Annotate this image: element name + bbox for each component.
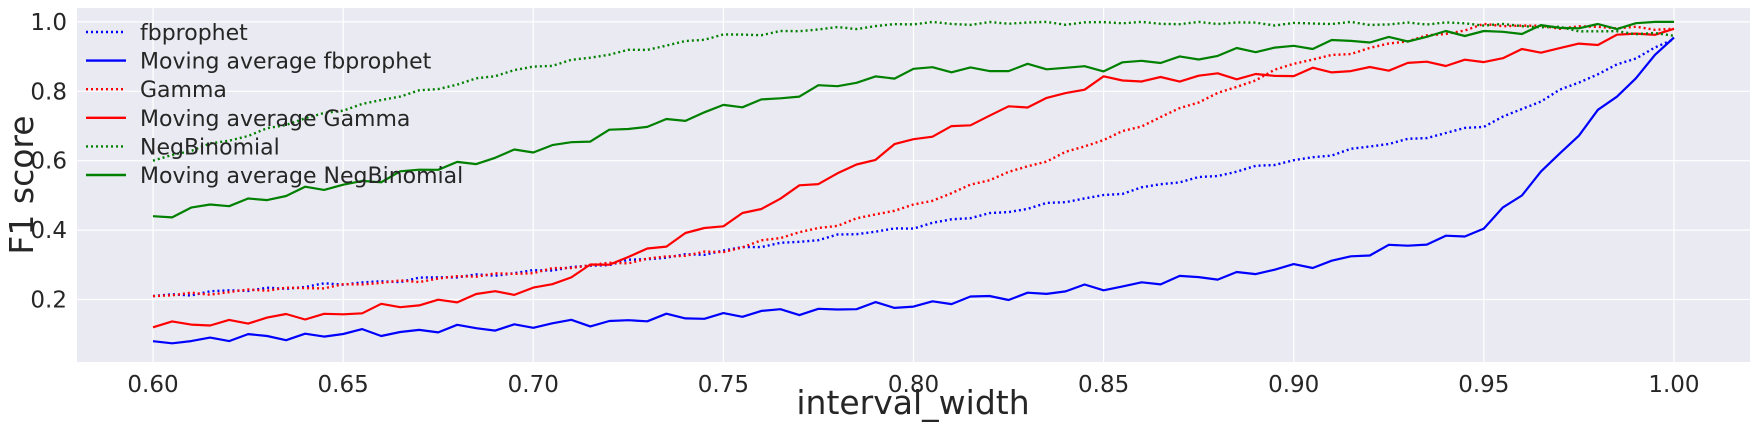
- legend-label: Gamma: [140, 78, 227, 103]
- legend-label: Moving average Gamma: [140, 107, 410, 132]
- x-tick-label: 0.90: [1268, 372, 1319, 398]
- legend-label: fbprophet: [140, 21, 248, 46]
- series-line: [152, 27, 1675, 329]
- series-line: [152, 22, 1675, 298]
- legend-label: Moving average fbprophet: [140, 50, 432, 75]
- grid: [77, 8, 1750, 362]
- y-tick-label: 0.2: [30, 288, 67, 314]
- x-tick-labels: 0.60 0.65 0.70 0.75 0.80 0.85 0.90 0.95 1.00: [127, 372, 1699, 398]
- x-tick-label: 0.65: [318, 372, 369, 398]
- x-tick-label: 1.00: [1648, 372, 1699, 398]
- x-tick-label: 0.70: [508, 372, 559, 398]
- x-tick-label: 0.75: [698, 372, 749, 398]
- legend-label: NegBinomial: [140, 135, 280, 160]
- x-tick-label: 0.95: [1458, 372, 1509, 398]
- y-axis-title: F1 score: [2, 115, 41, 254]
- legend: fbprophet Moving average fbprophet Gamma Mo…: [86, 21, 463, 189]
- x-tick-label: 0.80: [888, 372, 939, 398]
- x-axis-title: interval_width: [796, 383, 1029, 422]
- legend-label: Moving average NegBinomial: [140, 164, 463, 189]
- x-tick-label: 0.85: [1078, 372, 1129, 398]
- y-tick-labels: 0.2 0.4 0.6 0.8 1.0: [30, 10, 67, 314]
- series-line: [152, 36, 1675, 345]
- series-layer: [152, 20, 1675, 345]
- x-tick-label: 0.60: [127, 372, 178, 398]
- y-tick-label: 0.4: [30, 218, 67, 244]
- y-tick-label: 1.0: [30, 10, 67, 36]
- y-tick-label: 0.6: [30, 149, 67, 175]
- y-tick-label: 0.8: [30, 79, 67, 105]
- series-line: [152, 20, 1674, 219]
